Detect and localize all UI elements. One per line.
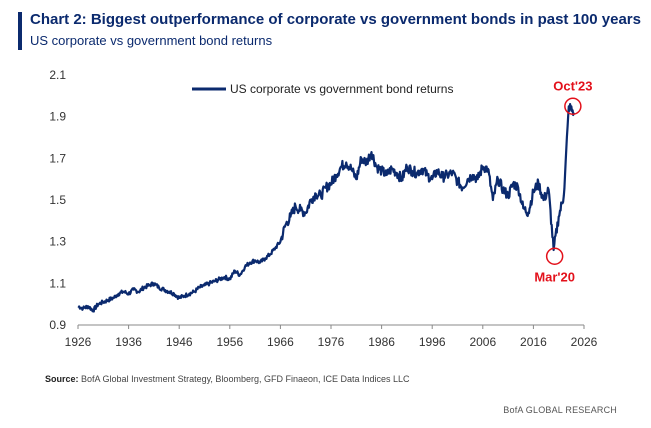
y-tick-label: 1.5	[49, 193, 66, 207]
annotation-circle	[564, 97, 582, 115]
x-tick-label: 1946	[166, 335, 193, 349]
x-tick-label: 1976	[318, 335, 345, 349]
x-tick-label: 1986	[368, 335, 395, 349]
series-line-corp-vs-gov	[77, 103, 575, 313]
y-tick-label: 1.3	[49, 235, 66, 249]
x-tick-label: 1966	[267, 335, 294, 349]
chart-subtitle: US corporate vs government bond returns	[30, 33, 273, 48]
annotation-circle	[545, 247, 564, 265]
annotation-label: Mar'20	[534, 269, 575, 284]
x-tick-label: 1936	[115, 335, 142, 349]
y-tick-label: 1.1	[49, 276, 66, 290]
y-tick-label: 1.9	[49, 110, 66, 124]
source-text: BofA Global Investment Strategy, Bloombe…	[81, 374, 410, 384]
annotation-label: Oct'23	[553, 78, 592, 93]
x-tick-label: 2006	[469, 335, 496, 349]
brand-footer: BofA GLOBAL RESEARCH	[503, 405, 617, 415]
annotations: Oct'23 Mar'20	[534, 78, 592, 284]
y-tick-label: 2.1	[49, 68, 66, 82]
chart-axes: 1926 1936 1946 1956 1966 1976 1986 1996 2006 2016…	[49, 68, 597, 349]
x-tick-label: 1926	[65, 335, 92, 349]
legend-label: US corporate vs government bond returns	[230, 82, 453, 96]
y-tick-label: 1.7	[49, 151, 66, 165]
y-tick-label: 0.9	[49, 318, 66, 332]
source-label: Source:	[45, 374, 79, 384]
x-tick-label: 1996	[419, 335, 446, 349]
legend: US corporate vs government bond returns	[192, 82, 453, 96]
x-tick-label: 2016	[520, 335, 547, 349]
plot-area	[77, 103, 575, 313]
x-tick-label: 1956	[216, 335, 243, 349]
x-tick-label: 2026	[571, 335, 598, 349]
title-accent-bar	[18, 12, 22, 50]
chart-title: Chart 2: Biggest outperformance of corpo…	[30, 11, 641, 28]
source-note: Source: BofA Global Investment Strategy,…	[45, 374, 410, 384]
